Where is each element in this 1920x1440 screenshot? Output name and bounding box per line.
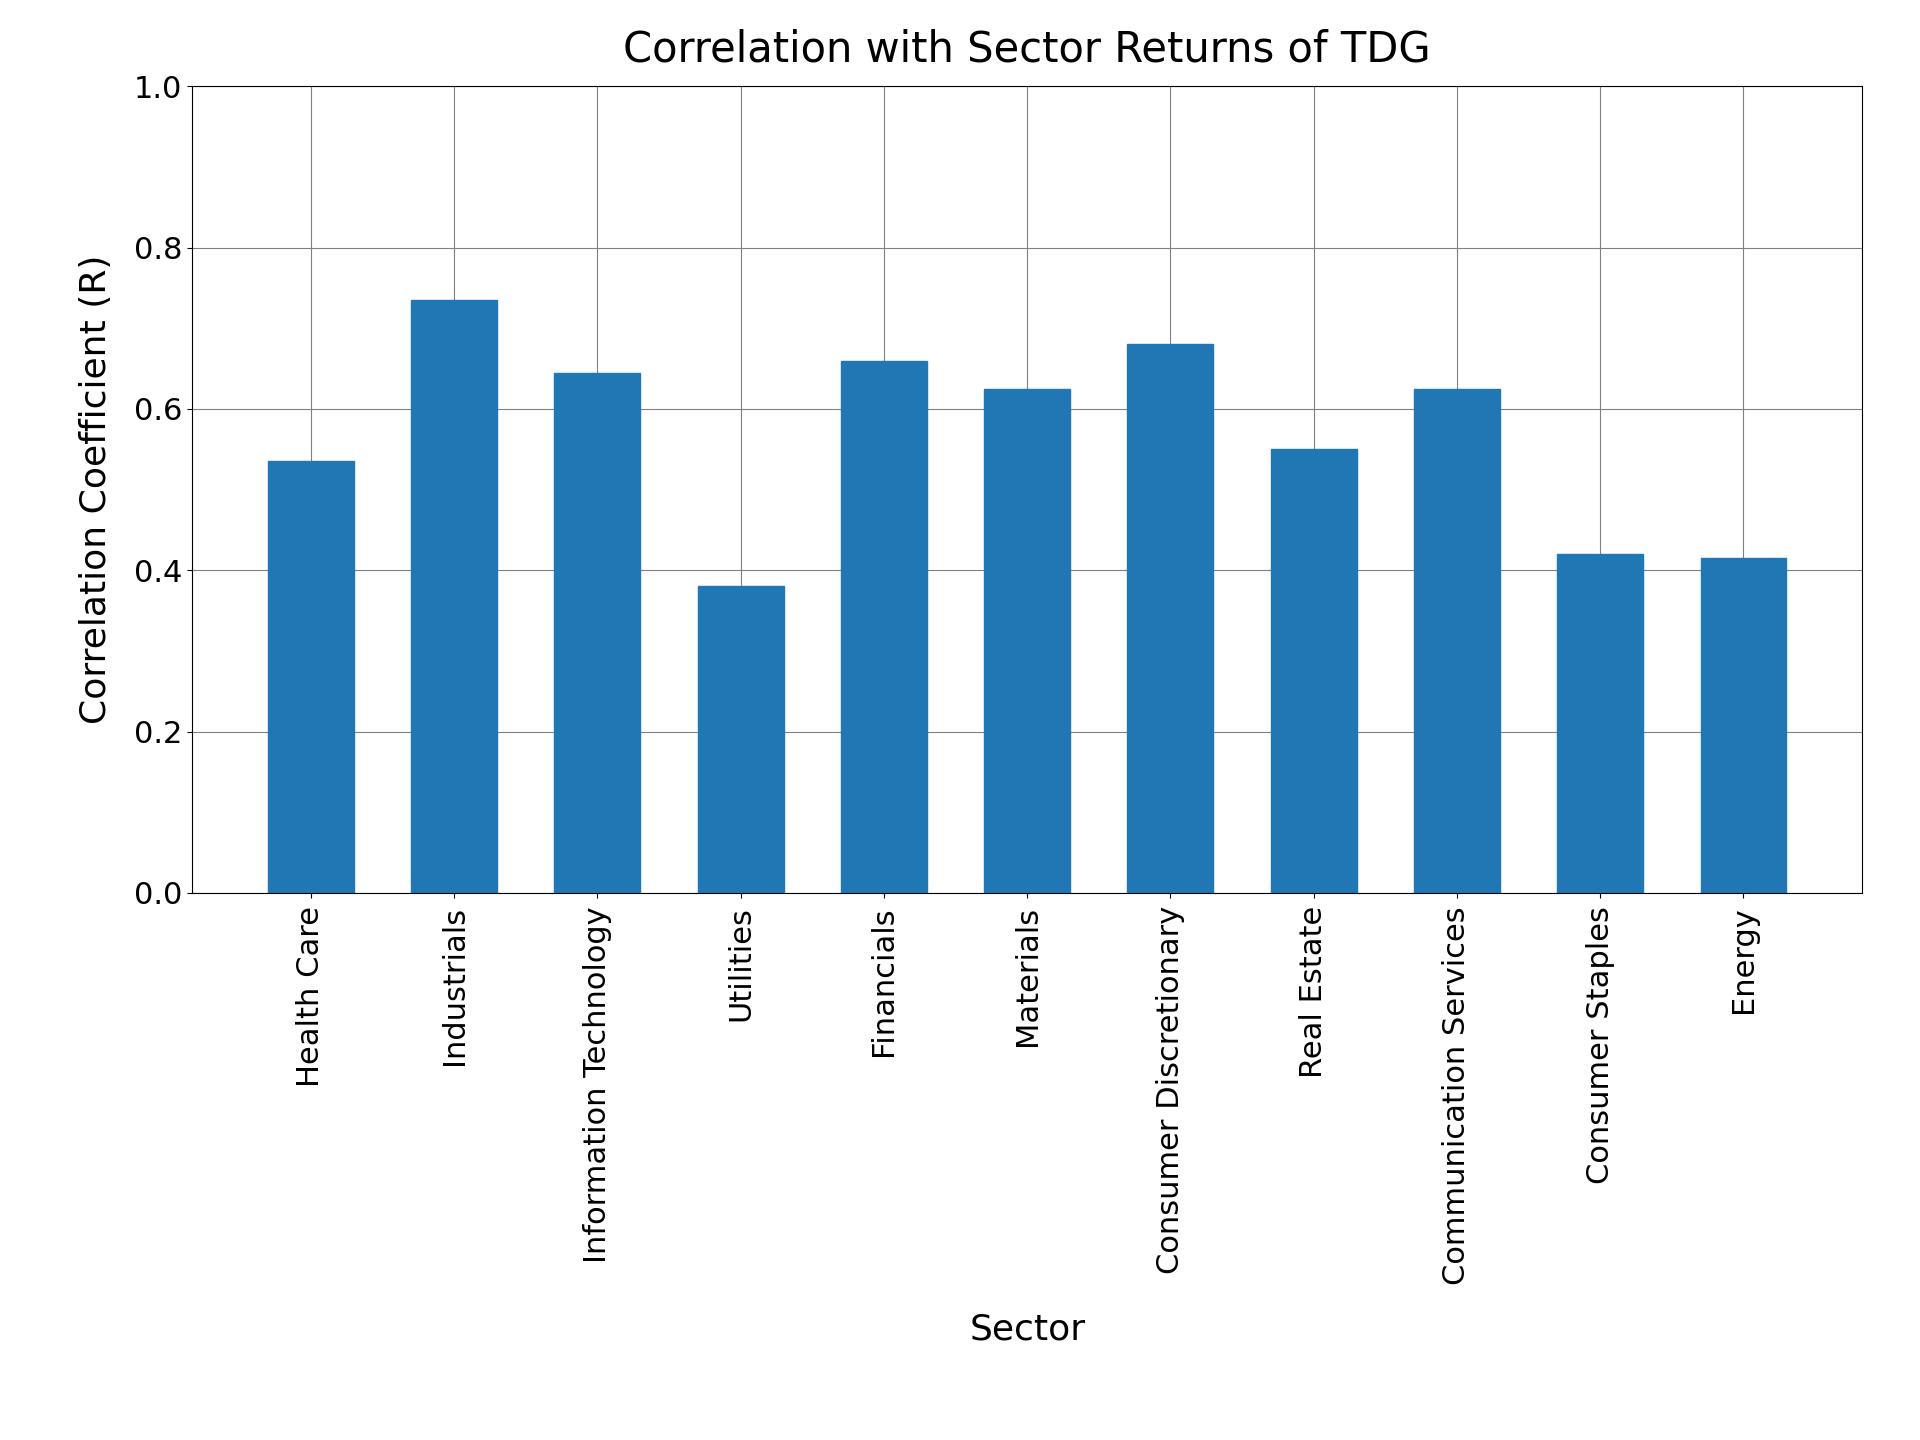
Title: Correlation with Sector Returns of TDG: Correlation with Sector Returns of TDG [624, 29, 1430, 71]
Bar [1127, 344, 1213, 893]
Y-axis label: Correlation Coefficient (R): Correlation Coefficient (R) [79, 255, 113, 724]
Bar [985, 389, 1069, 893]
Bar [555, 373, 641, 893]
X-axis label: Sector: Sector [970, 1312, 1085, 1346]
Bar [1413, 389, 1500, 893]
Bar [1557, 554, 1644, 893]
Bar [1701, 559, 1786, 893]
Bar [841, 360, 927, 893]
Bar [1271, 449, 1357, 893]
Bar [411, 300, 497, 893]
Bar [697, 586, 783, 893]
Bar [269, 461, 353, 893]
